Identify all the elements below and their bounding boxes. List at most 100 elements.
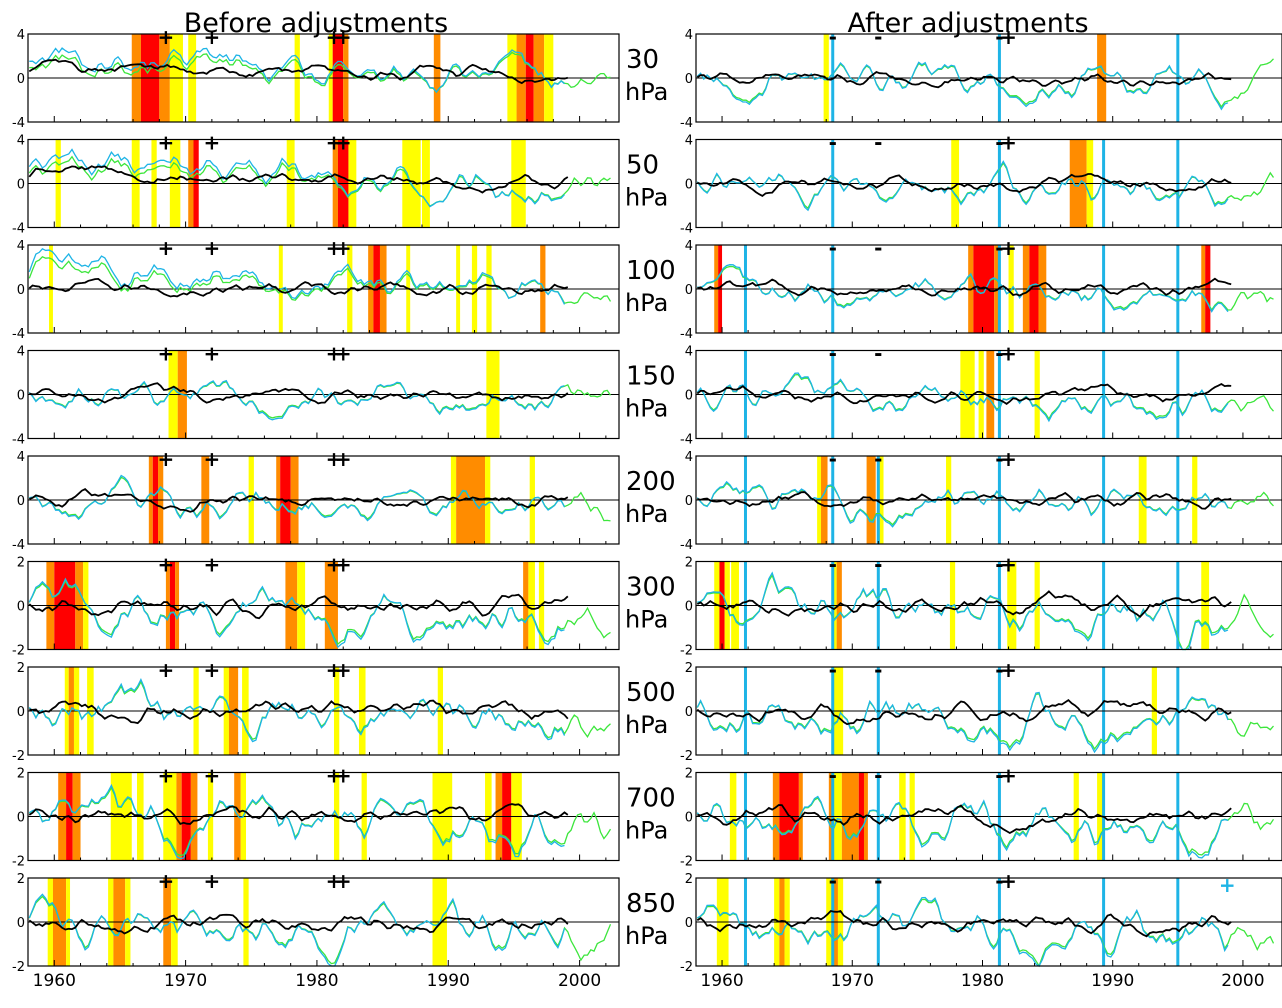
y-tick-label: 4 xyxy=(685,450,693,465)
series-green xyxy=(29,51,611,94)
y-tick-label: 4 xyxy=(17,28,25,43)
plus-marker: + xyxy=(326,25,343,49)
minus-marker: - xyxy=(829,658,837,682)
y-tick-label: 0 xyxy=(17,72,25,87)
y-tick-label: -2 xyxy=(680,960,693,975)
plus-marker: + xyxy=(158,764,175,788)
series-blue xyxy=(28,379,565,421)
minus-marker: - xyxy=(874,236,882,260)
plus-marker: + xyxy=(1000,236,1017,260)
x-tick-label: 2000 xyxy=(558,971,601,991)
y-tick-label: -2 xyxy=(12,855,25,870)
level-label: 30 xyxy=(626,45,659,75)
y-tick-label: 0 xyxy=(685,72,693,87)
series-black xyxy=(697,277,1232,297)
plus-marker: + xyxy=(335,131,352,155)
plus-marker: + xyxy=(203,236,220,260)
panel-before-50: 40-4+ + ++ xyxy=(12,131,620,237)
series-blue xyxy=(28,783,565,860)
plus-marker: + xyxy=(1000,658,1017,682)
plus-marker: + xyxy=(1000,553,1017,577)
minus-marker: - xyxy=(995,658,1003,682)
plus-marker: + xyxy=(203,764,220,788)
plus-marker: + xyxy=(203,131,220,155)
y-tick-label: 2 xyxy=(17,556,25,571)
plus-marker: + xyxy=(326,447,343,471)
minus-marker: - xyxy=(874,764,882,788)
minus-marker: - xyxy=(995,342,1003,366)
y-tick-label: -4 xyxy=(12,433,25,448)
series-blue xyxy=(696,480,1229,528)
series-green xyxy=(696,373,1274,421)
level-label: 50 xyxy=(626,151,659,181)
y-tick-label: 0 xyxy=(685,389,693,404)
y-tick-label: -2 xyxy=(680,855,693,870)
series-blue xyxy=(697,571,1229,651)
plus-marker: + xyxy=(326,658,343,682)
panel-before-300: 20-2+ + ++ xyxy=(12,553,620,659)
series-blue xyxy=(28,148,565,208)
x-tick-label: 1980 xyxy=(295,971,338,991)
plus-marker: + xyxy=(326,553,343,577)
series-blue xyxy=(697,264,1229,313)
minus-marker: - xyxy=(829,131,837,155)
level-label: 700 xyxy=(626,784,676,814)
y-tick-label: 2 xyxy=(17,661,25,676)
plus-marker: + xyxy=(1000,869,1017,893)
minus-marker: - xyxy=(829,553,837,577)
plus-marker: + xyxy=(326,764,343,788)
series-black xyxy=(696,698,1232,726)
series-black xyxy=(697,491,1232,510)
minus-marker: - xyxy=(874,869,882,893)
plus-marker: + xyxy=(158,447,175,471)
y-tick-label: 4 xyxy=(17,134,25,149)
plus-marker: + xyxy=(1000,342,1017,366)
y-tick-label: -2 xyxy=(12,749,25,764)
minus-marker: - xyxy=(874,553,882,577)
minus-marker: - xyxy=(829,764,837,788)
minus-marker: - xyxy=(995,236,1003,260)
y-tick-label: 0 xyxy=(685,705,693,720)
x-tick-label: 1960 xyxy=(700,971,743,991)
y-tick-label: 0 xyxy=(17,916,25,931)
level-unit: hPa xyxy=(625,606,668,634)
minus-marker: - xyxy=(829,869,837,893)
level-label: 100 xyxy=(626,256,676,286)
plus-marker: + xyxy=(158,553,175,577)
minus-marker: - xyxy=(874,342,882,366)
minus-marker: - xyxy=(995,131,1003,155)
plus-marker: + xyxy=(326,869,343,893)
series-black xyxy=(696,382,1232,405)
panel-before-700: 20-2+ + ++ xyxy=(12,764,620,870)
series-black xyxy=(697,804,1232,835)
series-black xyxy=(28,165,569,194)
level-label: 850 xyxy=(626,889,676,919)
x-tick-label: 2000 xyxy=(1221,971,1264,991)
panel-after-30: 40-4- - -+ xyxy=(680,25,1282,131)
y-tick-label: 4 xyxy=(685,28,693,43)
y-tick-label: 4 xyxy=(17,345,25,360)
y-tick-label: 2 xyxy=(17,767,25,782)
level-label: 150 xyxy=(626,362,676,392)
y-tick-label: 0 xyxy=(685,600,693,615)
plus-marker: + xyxy=(335,764,352,788)
x-tick-label: 1970 xyxy=(164,971,207,991)
series-black xyxy=(696,590,1232,619)
panel-before-850: 20-2+ + ++1960 1970 1980 1990 2000 xyxy=(12,869,620,991)
y-tick-label: 4 xyxy=(685,239,693,254)
plus-marker: + xyxy=(203,25,220,49)
level-label: 300 xyxy=(626,573,676,603)
minus-marker: - xyxy=(829,447,837,471)
level-unit: hPa xyxy=(625,922,668,950)
level-unit: hPa xyxy=(625,289,668,317)
plus-marker: + xyxy=(158,131,175,155)
y-tick-label: 0 xyxy=(17,600,25,615)
y-tick-label: 4 xyxy=(17,450,25,465)
plus-marker: + xyxy=(326,236,343,260)
x-tick-label: 1980 xyxy=(961,971,1004,991)
minus-marker: - xyxy=(874,447,882,471)
panel-before-200: 40-4+ + ++ xyxy=(12,447,620,553)
level-unit: hPa xyxy=(625,395,668,423)
panel-after-700: 20-2- - -+ xyxy=(680,764,1282,870)
minus-marker: - xyxy=(995,553,1003,577)
